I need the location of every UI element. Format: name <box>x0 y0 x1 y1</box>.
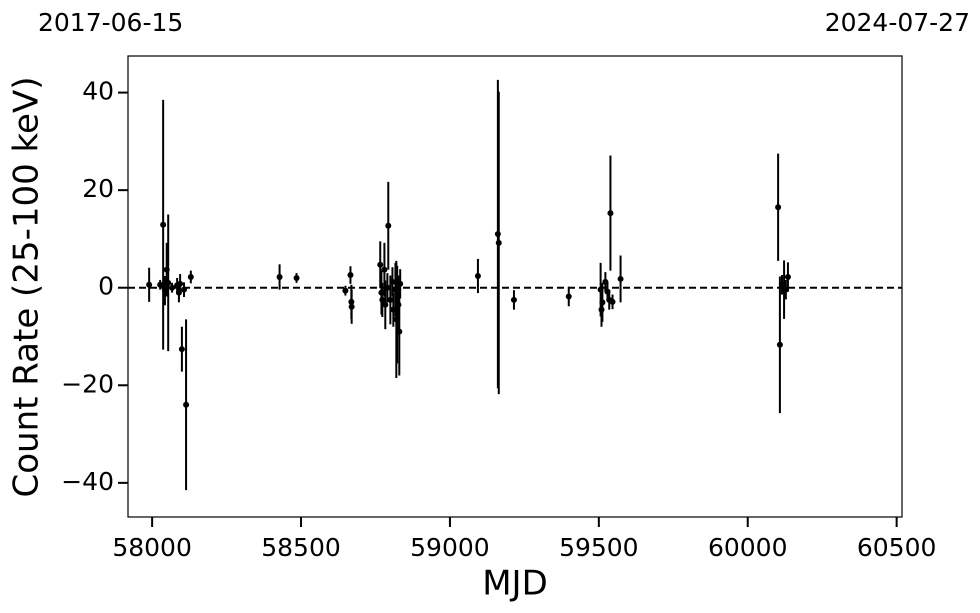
data-point <box>178 346 185 353</box>
top-left-label: 2017-06-15 <box>38 8 183 37</box>
y-axis-label: Count Rate (25-100 keV) <box>7 77 47 498</box>
data-point <box>169 284 176 291</box>
data-point <box>495 239 502 246</box>
y-tick-label: 20 <box>82 174 114 203</box>
data-point <box>775 204 782 211</box>
data-point <box>387 296 394 303</box>
data-point <box>607 210 614 217</box>
data-point <box>177 280 184 287</box>
x-tick-label: 58000 <box>112 533 192 562</box>
data-point <box>599 299 606 306</box>
data-point <box>609 298 616 305</box>
data-point <box>160 221 167 228</box>
data-point <box>183 401 190 408</box>
top-right-label: 2024-07-27 <box>825 8 970 37</box>
data-point <box>397 280 404 287</box>
y-tick-label: 40 <box>82 77 114 106</box>
data-point <box>342 287 349 294</box>
data-point <box>385 222 392 229</box>
data-point <box>180 286 187 293</box>
data-point <box>348 303 355 310</box>
data-point <box>784 273 791 280</box>
data-point <box>293 274 300 281</box>
data-point <box>384 284 391 291</box>
data-point <box>389 278 396 285</box>
x-tick-label: 59500 <box>559 533 639 562</box>
x-tick-label: 60500 <box>857 533 937 562</box>
data-point <box>379 296 386 303</box>
data-point <box>474 273 481 280</box>
x-tick-label: 60000 <box>708 533 788 562</box>
data-point <box>347 272 354 279</box>
data-point <box>396 328 403 335</box>
data-point <box>776 341 783 348</box>
data-point <box>187 273 194 280</box>
data-point <box>165 279 172 286</box>
x-tick-label: 59000 <box>410 533 490 562</box>
y-tick-label: −20 <box>61 369 114 398</box>
data-point <box>510 296 517 303</box>
data-point <box>381 266 388 273</box>
y-tick-label: 0 <box>98 272 114 301</box>
data-point <box>617 275 624 282</box>
x-axis-label: MJD <box>482 564 548 604</box>
data-point <box>382 301 389 308</box>
y-tick-label: −40 <box>61 467 114 496</box>
x-tick-label: 58500 <box>261 533 341 562</box>
plot-frame <box>127 55 903 518</box>
data-point <box>377 261 384 268</box>
data-point <box>157 281 164 288</box>
data-point <box>565 293 572 300</box>
data-point <box>276 273 283 280</box>
data-point <box>146 281 153 288</box>
